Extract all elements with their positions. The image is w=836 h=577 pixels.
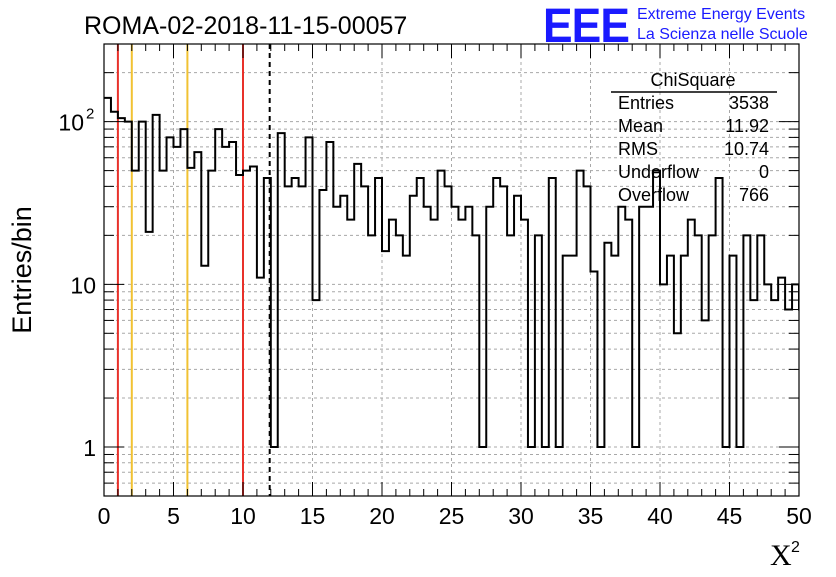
y-tick-label: 10 xyxy=(70,272,96,298)
y-axis-title: Entries/bin xyxy=(7,206,37,334)
reference-lines xyxy=(116,44,271,496)
stats-row-label: Underflow xyxy=(618,162,700,182)
stats-row-value: 11.92 xyxy=(725,116,769,136)
stats-title: ChiSquare xyxy=(650,70,735,90)
y-tick-label-exponent: 2 xyxy=(86,106,94,123)
run-title: ROMA-02-2018-11-15-00057 xyxy=(84,12,407,40)
stats-rows: Entries 3538 Mean 11.92 RMS 10.74 Underflow 0 Ov… xyxy=(618,93,769,205)
x-tick-label: 15 xyxy=(300,503,326,529)
stats-box: ChiSquare Entries 3538 Mean 11.92 RMS 10.74 Un… xyxy=(611,70,777,205)
stats-row-label: Entries xyxy=(618,93,674,113)
eee-logo: EEE xyxy=(543,0,629,53)
stats-row-value: 10.74 xyxy=(724,139,769,159)
stats-row-value: 766 xyxy=(739,185,769,205)
x-tick-label: 45 xyxy=(717,503,743,529)
x-axis-title: X 2 xyxy=(770,539,800,572)
x-tick-label: 20 xyxy=(369,503,395,529)
stats-row-label: Overflow xyxy=(618,185,690,205)
x-tick-label: 25 xyxy=(439,503,465,529)
stats-row-label: Mean xyxy=(618,116,663,136)
x-tick-label: 35 xyxy=(578,503,604,529)
y-tick-label: 1 xyxy=(83,435,96,461)
axis-ticks xyxy=(103,44,800,496)
stats-row-value: 3538 xyxy=(729,93,769,113)
histogram-step-line xyxy=(104,96,799,449)
x-tick-labels: 0 5 10 15 20 25 30 35 40 45 50 xyxy=(98,503,812,529)
x-tick-label: 0 xyxy=(98,503,111,529)
brand-title: Extreme Energy Events xyxy=(637,6,805,23)
x-tick-label: 40 xyxy=(647,503,673,529)
x-tick-label: 10 xyxy=(230,503,256,529)
y-tick-label: 10 xyxy=(58,110,84,136)
brand-subtitle: La Scienza nelle Scuole xyxy=(637,26,808,43)
x-tick-label: 30 xyxy=(508,503,534,529)
x-axis-title-superscript: 2 xyxy=(791,539,800,556)
x-tick-label: 50 xyxy=(786,503,812,529)
stats-row-value: 0 xyxy=(759,162,769,182)
stats-row-label: RMS xyxy=(618,139,658,159)
x-axis-title-symbol: X xyxy=(770,539,792,572)
x-tick-label: 5 xyxy=(167,503,180,529)
